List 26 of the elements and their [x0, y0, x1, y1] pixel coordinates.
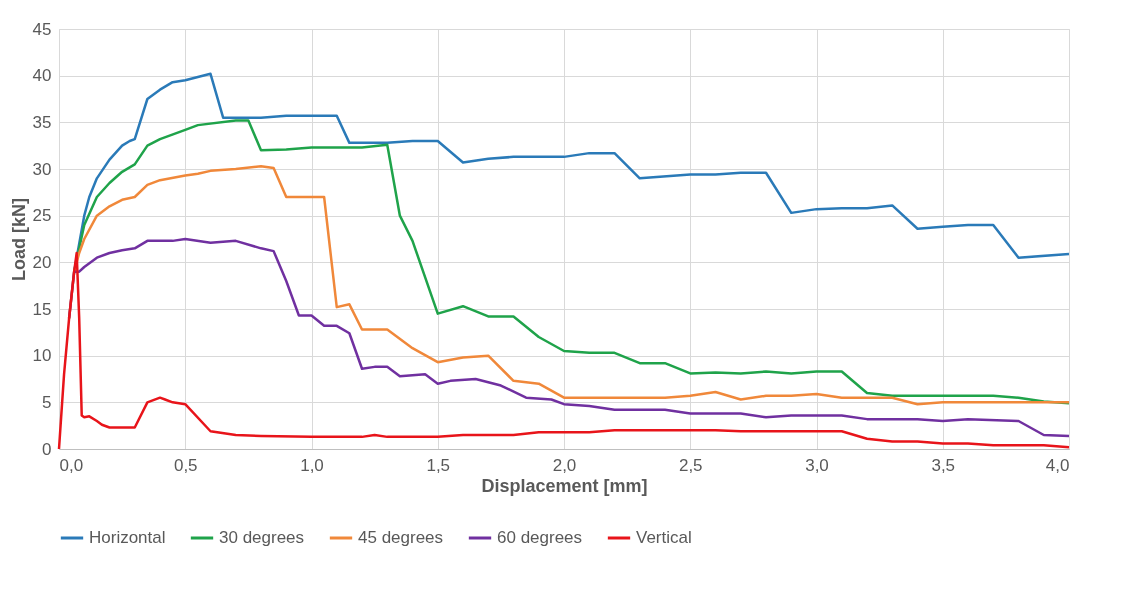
legend-label: 60 degrees: [497, 528, 583, 547]
legend-label: 30 degrees: [219, 528, 305, 547]
y-tick-label: 15: [32, 299, 52, 319]
x-tick-label: 0,5: [173, 455, 198, 475]
y-tick-label: 30: [32, 159, 52, 179]
x-tick-label: 4,0: [1045, 455, 1070, 475]
x-axis-title: Displacement [mm]: [481, 475, 648, 496]
x-tick-label: 1,5: [426, 455, 451, 475]
y-tick-label: 35: [32, 112, 52, 132]
x-tick-label: 1,0: [300, 455, 324, 475]
y-tick-label: 20: [32, 252, 52, 272]
y-axis-title: Load [kN]: [8, 198, 29, 281]
y-tick-label: 40: [32, 66, 52, 86]
x-tick-label: 2,5: [678, 455, 703, 475]
legend-label: Vertical: [636, 528, 692, 547]
y-tick-label: 25: [32, 206, 52, 226]
legend-label: 45 degrees: [358, 528, 444, 547]
x-tick-label: 3,5: [931, 455, 956, 475]
y-tick-label: 10: [32, 346, 52, 366]
y-tick-label: 45: [32, 19, 52, 39]
y-tick-label: 5: [42, 392, 52, 412]
x-tick-label: 2,0: [552, 455, 577, 475]
x-tick-label: 0,0: [59, 455, 84, 475]
legend-label: Horizontal: [89, 528, 166, 547]
y-tick-label: 0: [42, 439, 52, 459]
x-tick-label: 3,0: [805, 455, 829, 475]
